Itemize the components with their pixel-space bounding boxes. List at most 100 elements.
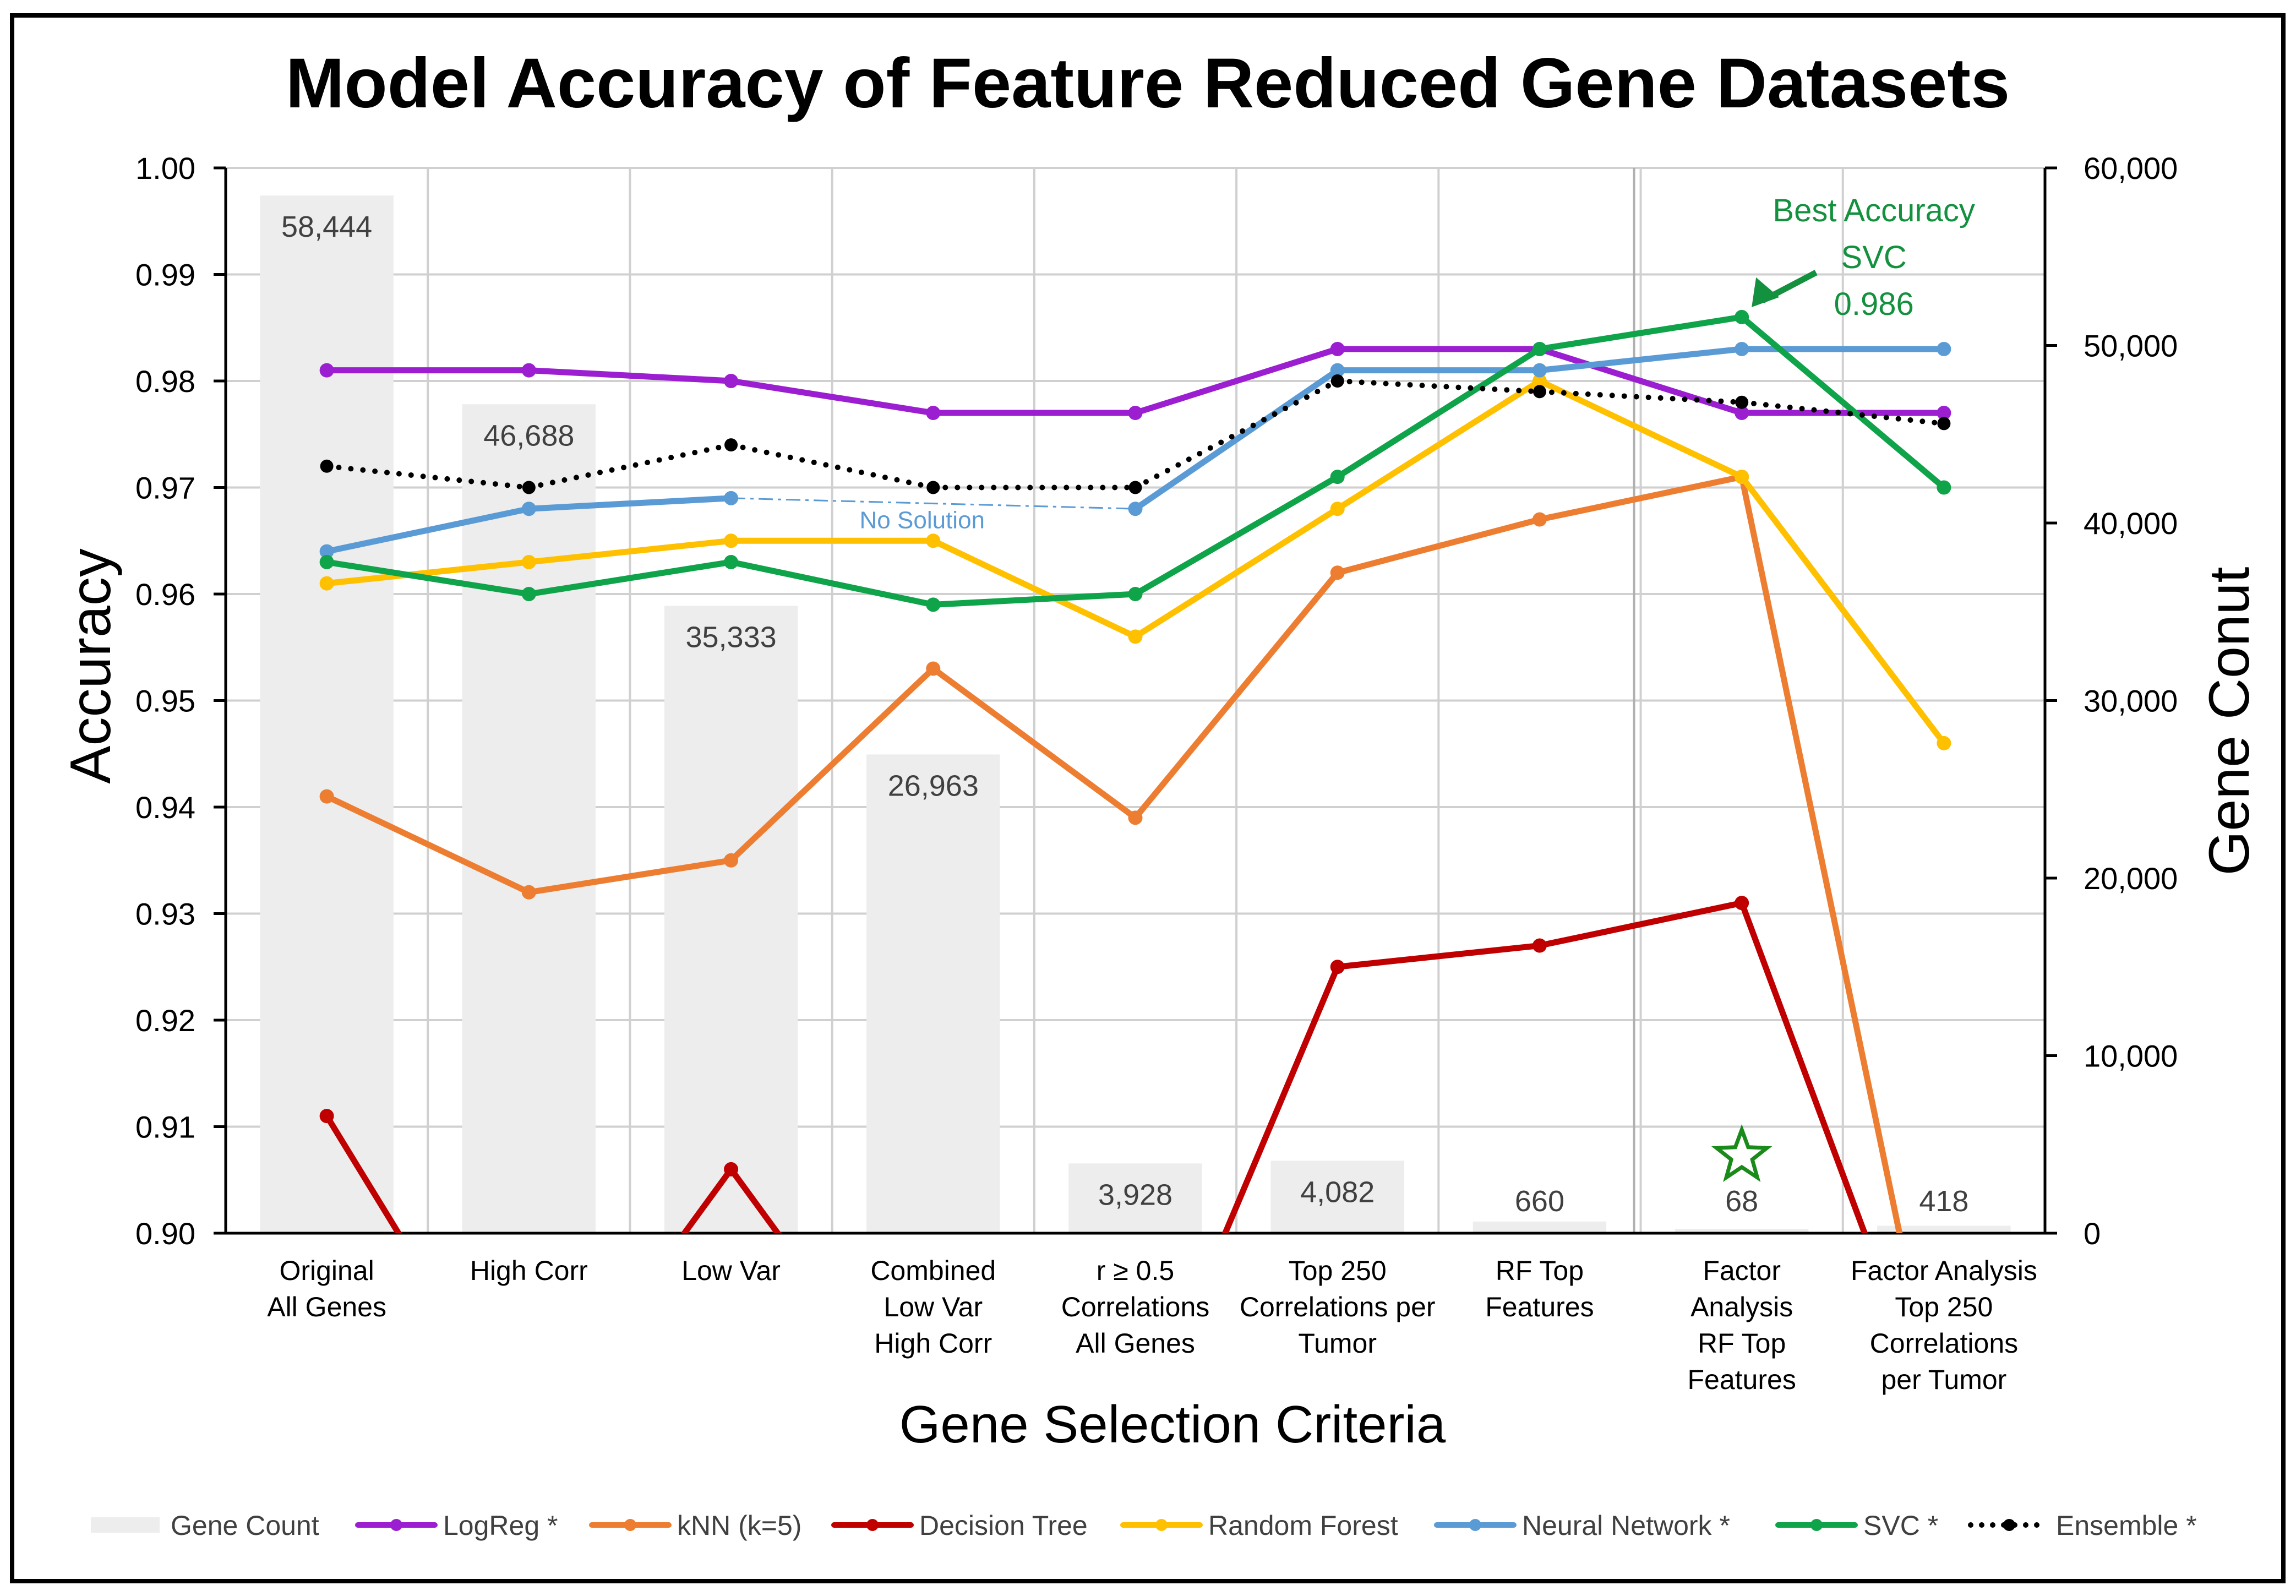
knn-k-5-segment (1334, 516, 1543, 576)
x-category-label: r ≥ 0.5 (1097, 1255, 1174, 1286)
gene-count-bar (260, 195, 394, 1233)
y2-tick-label: 30,000 (2084, 684, 2178, 718)
svc-point (1128, 587, 1143, 601)
logreg-point (521, 363, 536, 378)
svc-segment (324, 559, 532, 597)
neural-network-point (521, 502, 536, 516)
y2-tick-label: 0 (2084, 1216, 2101, 1251)
random-forest-segment (930, 537, 1138, 640)
knn-k-5-segment (324, 793, 532, 896)
neural-network-point (724, 491, 739, 505)
ensemble-point (1937, 417, 1951, 431)
gene-count-bar (1877, 1225, 2011, 1233)
y2-tick-label: 60,000 (2084, 151, 2178, 186)
decision-tree-segment (680, 1166, 734, 1233)
y-tick-label: 0.96 (135, 577, 195, 612)
y2-tick-label: 50,000 (2084, 329, 2178, 363)
gene-count-label: 35,333 (685, 621, 776, 654)
neural-network-point (1330, 363, 1345, 378)
x-category-label: All Genes (267, 1292, 386, 1322)
legend-label-svc: SVC * (1863, 1510, 1938, 1541)
neural-network-segment (1536, 346, 1745, 374)
knn-k-5-segment (526, 857, 734, 896)
random-forest-point (926, 533, 941, 548)
legend-label-ensemble: Ensemble * (2056, 1510, 2197, 1541)
logreg-point (319, 363, 334, 378)
neural-network-point (1937, 341, 1951, 356)
knn-k-5-segment (1738, 473, 1903, 1233)
gene-count-label: 3,928 (1098, 1178, 1172, 1211)
legend: Gene Count LogReg * kNN (k=5) Decision Tree… (91, 1510, 2197, 1541)
svc-point (1532, 341, 1547, 356)
x-category-label: All Genes (1076, 1328, 1195, 1359)
chart-title: Model Accuracy of Feature Reduced Gene D… (286, 44, 2010, 123)
knn-k-5-point (521, 885, 536, 900)
y-tick-label: 0.91 (135, 1110, 195, 1145)
ensemble-segment (728, 442, 936, 491)
logreg-point (1128, 406, 1143, 421)
knn-k-5-segment (930, 665, 1138, 821)
legend-label-knn-k-5: kNN (k=5) (677, 1510, 801, 1541)
gene-count-bar (1270, 1161, 1404, 1233)
x-category-label: Top 250 (1289, 1255, 1387, 1286)
annotations: No Solution Best Accuracy SVC 0.986 (860, 193, 1975, 1182)
random-forest-segment (1536, 378, 1745, 480)
y-tick-label: 1.00 (135, 151, 195, 186)
x-category-label: Combined (870, 1255, 996, 1286)
y-tick-label: 0.94 (135, 790, 195, 825)
gene-count-label: 4,082 (1300, 1175, 1375, 1208)
gene-count-bar (866, 754, 1000, 1233)
decision-tree-point (724, 1162, 739, 1176)
x-category-label: RF Top (1496, 1255, 1584, 1286)
legend-marker-random-forest (1155, 1519, 1168, 1531)
gene-count-bar (1473, 1221, 1607, 1233)
legend-marker-svc (1810, 1519, 1823, 1531)
svc-point (521, 587, 536, 601)
x-axis-title: Gene Selection Criteria (899, 1395, 1446, 1454)
x-category-label: Low Var (681, 1255, 781, 1286)
logreg-point (724, 374, 739, 388)
legend-marker-neural-network (1469, 1519, 1481, 1531)
x-category-label: Correlations (1870, 1328, 2019, 1359)
ensemble-point (1735, 395, 1749, 409)
random-forest-point (1735, 470, 1749, 484)
y-axis-title: Accuracy (59, 548, 123, 784)
legend-marker-ensemble (2003, 1519, 2015, 1531)
legend-label-neural-network: Neural Network * (1522, 1510, 1730, 1541)
gene-count-label: 46,688 (483, 419, 574, 452)
neural-network-segment (1132, 367, 1341, 512)
svc-segment (526, 559, 734, 597)
x-category-label: per Tumor (1881, 1364, 2006, 1395)
ensemble-point (1330, 374, 1344, 388)
logreg-segment (526, 367, 734, 384)
svc-segment (728, 559, 936, 608)
svc-point (926, 597, 941, 612)
svc-segment (1132, 473, 1341, 597)
knn-k-5-point (319, 789, 334, 804)
legend-marker-knn-k-5 (624, 1519, 636, 1531)
y2-tick-label: 10,000 (2084, 1039, 2178, 1074)
random-forest-segment (324, 559, 532, 587)
random-forest-point (1937, 736, 1951, 750)
y-tick-label: 0.98 (135, 364, 195, 399)
ensemble-point (1128, 481, 1142, 494)
random-forest-segment (1132, 505, 1341, 640)
svc-point (724, 554, 739, 569)
ensemble-segment (1334, 378, 1542, 395)
knn-k-5-point (724, 853, 739, 868)
neural-network-point (1532, 363, 1547, 378)
no-solution-label: No Solution (860, 507, 985, 534)
decision-tree-segment (324, 1113, 402, 1233)
gene-count-label: 660 (1515, 1185, 1564, 1218)
x-category-label: Correlations per (1240, 1292, 1436, 1322)
gene-count-bar (1068, 1163, 1202, 1233)
x-category-label: Factor (1703, 1255, 1781, 1286)
y2-axis-title: Gene Conut (2197, 567, 2261, 875)
svc-segment (930, 591, 1138, 608)
ensemble-point (724, 438, 738, 452)
x-category-label: High Corr (874, 1328, 992, 1359)
legend-label-logreg: LogReg * (443, 1510, 558, 1541)
random-forest-segment (1334, 378, 1543, 512)
legend-label-random-forest: Random Forest (1208, 1510, 1398, 1541)
